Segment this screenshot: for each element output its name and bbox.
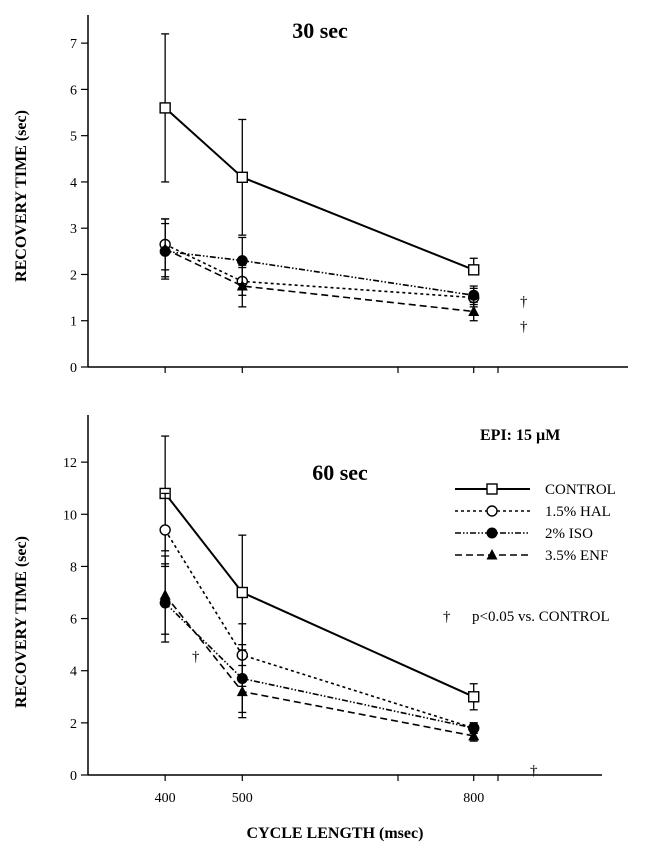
significance-marker: † (530, 763, 538, 779)
series-3-5-enf (159, 555, 480, 742)
series-line (164, 492, 475, 698)
y-tick-label: 0 (70, 769, 77, 784)
series-line (164, 248, 474, 313)
y-tick-label: 6 (70, 83, 77, 98)
legend: EPI: 15 µM CONTROL 1.5% HAL 2% ISO 3.5% ENF (455, 427, 616, 564)
y-tick-label: 2 (70, 268, 77, 283)
y-tick-label: 1 (70, 315, 77, 330)
significance-marker: † (520, 294, 528, 310)
panel-60sec: 60 sec RECOVERY TIME (sec) CYCLE LENGTH … (13, 415, 602, 842)
legend-item: 1.5% HAL (455, 504, 611, 520)
legend-marker (486, 527, 498, 539)
y-tick-label: 4 (70, 665, 77, 680)
data-point (236, 255, 248, 267)
series-control (159, 33, 480, 276)
data-point (236, 685, 248, 697)
legend-label: CONTROL (545, 482, 616, 498)
data-point (468, 264, 480, 276)
panel-title-30sec: 30 sec (292, 18, 348, 43)
y-tick-label: 12 (63, 456, 77, 471)
data-point (468, 305, 480, 316)
y-axis-label-bottom: RECOVERY TIME (sec) (13, 536, 30, 708)
series-line (164, 107, 475, 271)
data-point (468, 729, 480, 741)
footnote: † p<0.05 vs. CONTROL (443, 609, 610, 625)
series-line (164, 594, 474, 737)
data-point (159, 243, 171, 254)
data-point (236, 280, 248, 291)
legend-item: 3.5% ENF (455, 548, 608, 564)
footnote-text: p<0.05 vs. CONTROL (472, 609, 610, 625)
y-tick-label: 5 (70, 130, 77, 145)
series-line (164, 529, 474, 729)
y-tick-label: 8 (70, 560, 77, 575)
data-point (159, 589, 171, 600)
data-point (159, 102, 171, 114)
y-tick-label: 3 (70, 222, 77, 237)
series-1-5-hal (159, 492, 480, 734)
series-line (165, 250, 474, 297)
data-point (159, 524, 171, 536)
panel-title-60sec: 60 sec (312, 460, 368, 485)
legend-label: 1.5% HAL (545, 504, 611, 520)
footnote-symbol: † (443, 609, 451, 625)
legend-item: CONTROL (455, 482, 616, 498)
y-tick-label: 10 (63, 508, 77, 523)
y-tick-label: 7 (70, 37, 77, 52)
data-point (468, 691, 480, 703)
y-tick-label: 2 (70, 717, 77, 732)
x-tick-label: 800 (463, 791, 484, 806)
y-axis-label-top: RECOVERY TIME (sec) (13, 110, 30, 282)
legend-label: 3.5% ENF (545, 548, 608, 564)
legend-marker (486, 549, 498, 560)
data-point (468, 289, 480, 301)
x-axis-label: CYCLE LENGTH (msec) (247, 825, 424, 842)
legend-marker (486, 505, 498, 517)
panel-30sec: 30 sec RECOVERY TIME (sec) 0 1 2 3 4 5 6 7 † † (13, 15, 628, 376)
legend-label: 2% ISO (545, 526, 593, 542)
x-tick-label: 500 (232, 791, 253, 806)
series-line (164, 602, 474, 729)
legend-marker (486, 483, 498, 495)
y-tick-label: 0 (70, 361, 77, 376)
x-tick-label: 400 (155, 791, 176, 806)
significance-marker: † (520, 319, 528, 335)
series-1-5-hal (159, 218, 480, 308)
data-point (236, 586, 248, 599)
significance-marker: † (192, 649, 200, 665)
legend-heading: EPI: 15 µM (480, 427, 560, 444)
series-2-iso (159, 218, 480, 306)
data-point (236, 171, 248, 184)
y-tick-label: 6 (70, 613, 77, 628)
legend-item: 2% ISO (455, 526, 593, 542)
series-3-5-enf (159, 222, 480, 322)
y-tick-label: 4 (70, 176, 77, 191)
